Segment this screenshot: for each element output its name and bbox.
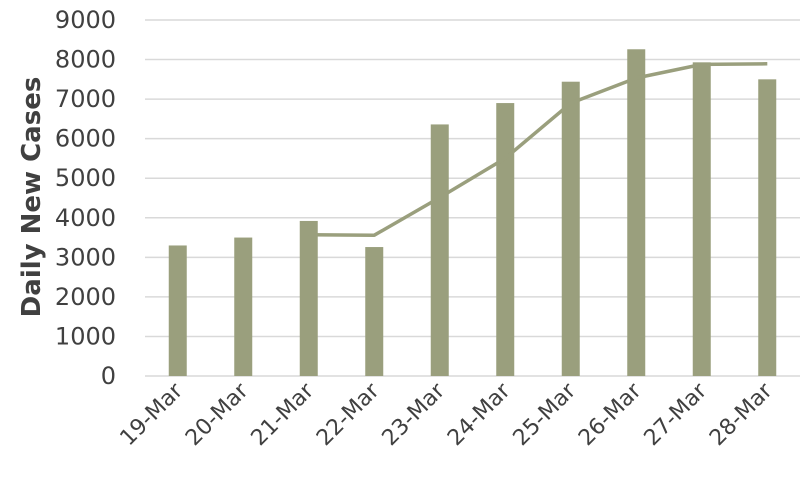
bar bbox=[168, 245, 187, 376]
x-tick-label: 23-Mar bbox=[378, 378, 451, 451]
bar bbox=[299, 220, 318, 376]
x-tick-label: 21-Mar bbox=[247, 378, 320, 451]
bar bbox=[496, 103, 515, 377]
y-axis-title: Daily New Cases bbox=[17, 77, 47, 318]
y-tick-label: 6000 bbox=[55, 125, 116, 153]
bar bbox=[758, 79, 777, 376]
x-tick-label: 25-Mar bbox=[509, 378, 582, 451]
y-tick-label: 1000 bbox=[55, 322, 116, 350]
x-axis-ticks: 19-Mar20-Mar21-Mar22-Mar23-Mar24-Mar25-M… bbox=[116, 378, 779, 451]
y-axis-ticks: 0 1000 2000 3000 4000 5000 6000 7000 8000 9000 bbox=[55, 6, 116, 390]
trend-line bbox=[308, 62, 768, 237]
y-tick-label: 5000 bbox=[55, 164, 116, 192]
x-tick-label: 24-Mar bbox=[443, 378, 516, 451]
bar bbox=[234, 237, 253, 376]
bar-series bbox=[168, 49, 777, 377]
x-tick-label: 19-Mar bbox=[116, 378, 189, 451]
x-tick-label: 22-Mar bbox=[312, 378, 385, 451]
y-tick-label: 7000 bbox=[55, 85, 116, 113]
x-tick-label: 20-Mar bbox=[181, 378, 254, 451]
x-tick-label: 26-Mar bbox=[574, 378, 647, 451]
bar bbox=[365, 247, 384, 376]
x-tick-label: 28-Mar bbox=[705, 378, 778, 451]
bar bbox=[561, 81, 580, 376]
y-tick-label: 0 bbox=[101, 362, 116, 390]
y-tick-label: 8000 bbox=[55, 46, 116, 74]
y-tick-label: 2000 bbox=[55, 283, 116, 311]
bar bbox=[627, 49, 646, 376]
bar bbox=[430, 124, 449, 376]
y-tick-label: 9000 bbox=[55, 6, 116, 34]
bar bbox=[692, 62, 711, 377]
y-tick-label: 4000 bbox=[55, 204, 116, 232]
x-tick-label: 27-Mar bbox=[640, 378, 713, 451]
y-tick-label: 3000 bbox=[55, 243, 116, 271]
